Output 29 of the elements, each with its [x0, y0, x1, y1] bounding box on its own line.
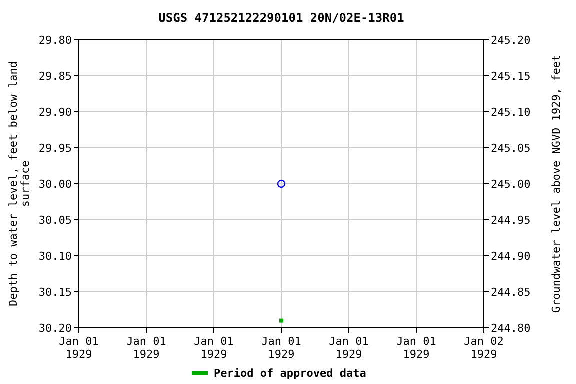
y2-axis-title: Groundwater level above NGVD 1929, feet	[550, 54, 563, 314]
x-tick-label: Jan 01 1929	[194, 335, 234, 361]
y-tick-label: 30.20	[38, 322, 72, 335]
y2-tick-label: 245.20	[491, 34, 531, 47]
y2-tick-label: 245.00	[491, 178, 531, 191]
y2-tick-label: 244.95	[491, 214, 531, 227]
y-tick-label: 30.10	[38, 250, 72, 263]
x-tick-label: Jan 01 1929	[329, 335, 369, 361]
y-tick-label: 29.90	[38, 106, 72, 119]
y-tick-label: 29.85	[38, 70, 72, 83]
chart-title: USGS 471252122290101 20N/02E-13R01	[158, 11, 404, 25]
y2-tick-label: 245.05	[491, 142, 531, 155]
y-axis-title: Depth to water level, feet below land surface	[7, 61, 32, 307]
y2-tick-label: 245.15	[491, 70, 531, 83]
y2-tick-label: 244.90	[491, 250, 531, 263]
y-tick-label: 30.15	[38, 286, 72, 299]
x-tick-label: Jan 01 1929	[262, 335, 302, 361]
y-tick-label: 29.95	[38, 142, 72, 155]
x-tick-label: Jan 01 1929	[59, 335, 99, 361]
y-tick-label: 29.80	[38, 34, 72, 47]
legend-label: Period of approved data	[214, 367, 366, 380]
y2-tick-label: 244.80	[491, 322, 531, 335]
x-tick-label: Jan 01 1929	[126, 335, 166, 361]
y-tick-label: 30.05	[38, 214, 72, 227]
y2-tick-label: 245.10	[491, 106, 531, 119]
x-tick-label: Jan 01 1929	[396, 335, 436, 361]
y-tick-label: 30.00	[38, 178, 72, 191]
x-tick-label: Jan 02 1929	[464, 335, 504, 361]
y2-tick-label: 244.85	[491, 286, 531, 299]
